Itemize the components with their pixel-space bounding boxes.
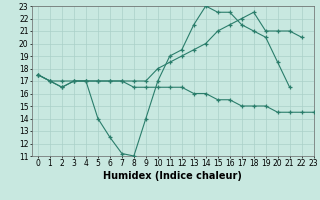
X-axis label: Humidex (Indice chaleur): Humidex (Indice chaleur) bbox=[103, 171, 242, 181]
